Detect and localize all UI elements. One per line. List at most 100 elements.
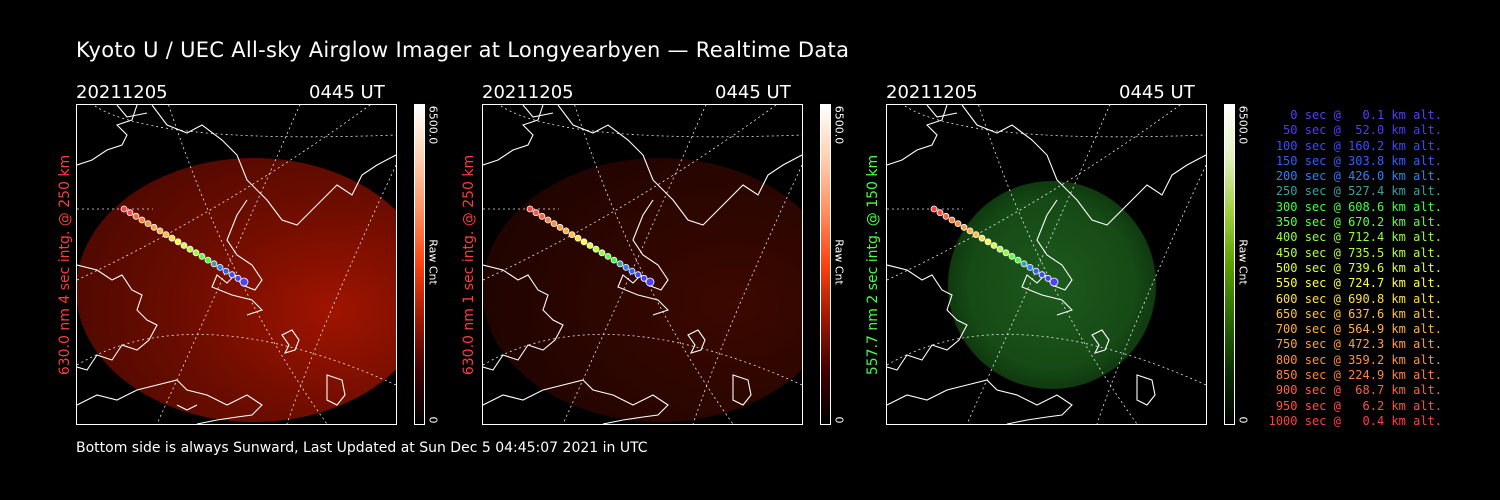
legend-entry: 50 sec @ 52.0 km alt.	[1268, 123, 1442, 138]
legend-entry: 400 sec @ 712.4 km alt.	[1268, 230, 1442, 245]
legend-entry: 150 sec @ 303.8 km alt.	[1268, 153, 1442, 168]
colorbar-min: 0	[1236, 416, 1250, 424]
panel-time: 0445 UT	[309, 82, 385, 103]
trajectory-point	[1049, 277, 1059, 287]
panel-date: 20211205	[886, 82, 978, 103]
legend-entry: 450 sec @ 735.5 km alt.	[1268, 245, 1442, 260]
lat-lon-grid	[483, 105, 802, 424]
legend-entry: 600 sec @ 690.8 km alt.	[1268, 291, 1442, 306]
trajectory	[120, 205, 249, 287]
trajectory-point	[228, 271, 236, 279]
trajectory-point	[984, 238, 992, 246]
colorbar	[414, 104, 425, 425]
legend-entry: 250 sec @ 527.4 km alt.	[1268, 184, 1442, 199]
coastlines	[483, 105, 802, 424]
trajectory	[526, 205, 655, 287]
trajectory-point	[180, 242, 188, 249]
allsky-map	[483, 105, 802, 424]
trajectory-point	[1044, 274, 1052, 282]
trajectory-point	[586, 242, 594, 249]
trajectory-point	[996, 245, 1004, 253]
legend-entry: 500 sec @ 739.6 km alt.	[1268, 260, 1442, 275]
airglow-field	[77, 158, 396, 422]
trajectory-point	[592, 245, 600, 253]
trajectory-point	[1038, 271, 1046, 279]
allsky-image	[886, 104, 1207, 425]
trajectory-point	[234, 274, 242, 282]
trajectory-point	[216, 263, 224, 271]
trajectory-point	[942, 212, 950, 220]
trajectory-point	[960, 223, 968, 231]
colorbar	[820, 104, 831, 425]
airglow-field	[483, 158, 802, 422]
panel-side-label: 630.0 nm 1 sec intg. @ 250 km	[461, 154, 477, 376]
panel-1: 630.0 nm 4 sec intg. @ 250 km 20211205 0…	[30, 82, 440, 432]
trajectory-point	[978, 234, 986, 242]
lat-lon-grid	[77, 105, 396, 424]
trajectory-point	[126, 209, 134, 217]
colorbar-max: 6500.0	[1236, 105, 1250, 145]
allsky-image	[482, 104, 803, 425]
trajectory-point	[526, 205, 534, 213]
legend-entry: 850 sec @ 224.9 km alt.	[1268, 368, 1442, 383]
colorbar	[1224, 104, 1235, 425]
trajectory	[930, 205, 1059, 287]
trajectory-point	[156, 227, 164, 235]
trajectory-point	[640, 274, 648, 282]
trajectory-point	[1020, 260, 1028, 268]
trajectory-point	[610, 256, 618, 264]
trajectory-point	[1026, 263, 1034, 271]
trajectory-point	[645, 277, 655, 287]
panel-time: 0445 UT	[1119, 82, 1195, 103]
legend-entry: 300 sec @ 608.6 km alt.	[1268, 199, 1442, 214]
legend-entry: 200 sec @ 426.0 km alt.	[1268, 169, 1442, 184]
trajectory-point	[954, 220, 962, 227]
trajectory-point	[120, 205, 128, 213]
trajectory-point	[634, 271, 642, 279]
trajectory-point	[186, 245, 194, 253]
allsky-image	[76, 104, 397, 425]
trajectory-point	[550, 220, 558, 227]
trajectory-point	[562, 227, 570, 235]
panel-3: 557.7 nm 2 sec intg. @ 150 km 20211205 0…	[840, 82, 1250, 432]
trajectory-point	[138, 216, 146, 224]
trajectory-point	[628, 267, 636, 275]
trajectory-point	[936, 209, 944, 217]
legend-entry: 650 sec @ 637.6 km alt.	[1268, 306, 1442, 321]
trajectory-point	[538, 212, 546, 220]
trajectory-point	[1008, 252, 1016, 260]
trajectory-point	[198, 252, 206, 260]
panel-2: 630.0 nm 1 sec intg. @ 250 km 20211205 0…	[436, 82, 846, 432]
trajectory-point	[144, 220, 152, 227]
trajectory-point	[580, 238, 588, 246]
trajectory-point	[544, 216, 552, 224]
trajectory-point	[966, 227, 974, 235]
altitude-legend: 0 sec @ 0.1 km alt. 50 sec @ 52.0 km alt…	[1269, 108, 1442, 429]
trajectory-point	[574, 234, 582, 242]
trajectory-point	[616, 260, 624, 268]
legend-entry: 750 sec @ 472.3 km alt.	[1268, 337, 1442, 352]
trajectory-point	[972, 231, 980, 239]
legend-entry: 950 sec @ 6.2 km alt.	[1268, 398, 1442, 413]
trajectory-point	[622, 263, 630, 271]
panel-side-label: 630.0 nm 4 sec intg. @ 250 km	[57, 154, 73, 376]
trajectory-point	[222, 267, 230, 275]
trajectory-point	[604, 252, 612, 260]
panel-date: 20211205	[482, 82, 574, 103]
trajectory-point	[556, 223, 564, 231]
allsky-map	[77, 105, 396, 424]
trajectory-point	[192, 249, 200, 257]
trajectory-point	[1014, 256, 1022, 264]
legend-entry: 700 sec @ 564.9 km alt.	[1268, 322, 1442, 337]
legend-entry: 0 sec @ 0.1 km alt.	[1268, 108, 1442, 122]
coastlines	[887, 105, 1206, 424]
legend-entry: 550 sec @ 724.7 km alt.	[1268, 276, 1442, 291]
page-title: Kyoto U / UEC All-sky Airglow Imager at …	[76, 38, 850, 62]
colorbar-unit: Raw Cnt	[1236, 239, 1250, 285]
panel-side-label: 557.7 nm 2 sec intg. @ 150 km	[865, 154, 881, 376]
trajectory-point	[1032, 267, 1040, 275]
trajectory-point	[948, 216, 956, 224]
trajectory-point	[532, 209, 540, 217]
trajectory-point	[930, 205, 938, 213]
legend-entry: 1000 sec @ 0.4 km alt.	[1268, 413, 1442, 428]
